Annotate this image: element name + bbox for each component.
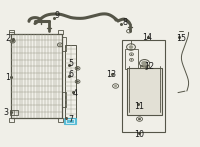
Text: 11: 11 <box>134 102 144 111</box>
Bar <box>11 34 62 118</box>
Bar <box>125 49 138 69</box>
Text: 1: 1 <box>6 73 10 82</box>
Circle shape <box>131 54 132 55</box>
Bar <box>62 92 66 107</box>
Text: 13: 13 <box>106 70 116 80</box>
Bar <box>9 30 14 34</box>
Circle shape <box>129 46 133 49</box>
Bar <box>122 40 165 132</box>
Bar <box>64 118 76 124</box>
Bar <box>58 118 63 122</box>
Circle shape <box>138 118 141 120</box>
Bar <box>140 65 149 68</box>
Bar <box>66 119 74 123</box>
Text: 15: 15 <box>176 34 186 43</box>
Circle shape <box>142 61 148 65</box>
Text: 10: 10 <box>134 130 144 139</box>
Circle shape <box>77 68 79 69</box>
Bar <box>9 118 14 122</box>
Circle shape <box>12 40 14 42</box>
Text: 4: 4 <box>72 89 78 98</box>
Text: 12: 12 <box>144 62 154 71</box>
Text: 14: 14 <box>142 33 152 42</box>
Text: 5: 5 <box>68 59 74 69</box>
Text: 9: 9 <box>54 11 60 20</box>
Circle shape <box>131 59 132 60</box>
Circle shape <box>77 81 79 82</box>
Text: 3: 3 <box>4 108 8 117</box>
Text: 6: 6 <box>68 70 74 79</box>
Bar <box>127 68 162 115</box>
Text: 2: 2 <box>5 34 11 44</box>
Circle shape <box>59 44 61 46</box>
Text: 7: 7 <box>68 115 74 124</box>
Circle shape <box>10 39 15 43</box>
Text: 8: 8 <box>122 18 128 27</box>
Bar <box>65 45 76 118</box>
Circle shape <box>114 85 117 87</box>
Bar <box>10 110 18 115</box>
Bar <box>58 30 63 34</box>
Bar <box>62 37 66 51</box>
